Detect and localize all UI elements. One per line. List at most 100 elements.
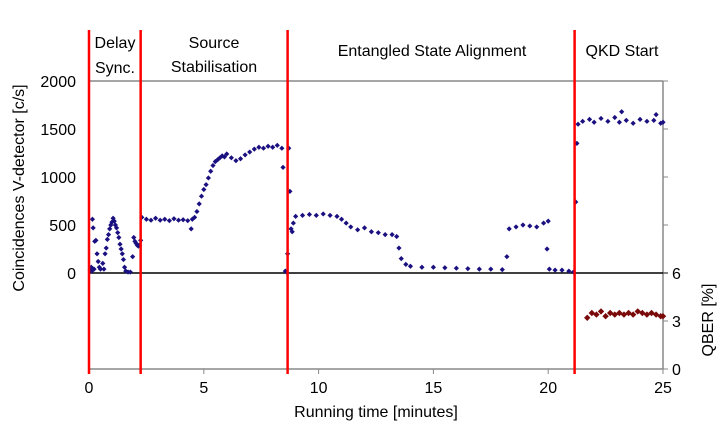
qber-point [652,311,660,318]
coincidence-point [430,264,436,270]
qber-point [643,311,651,318]
coincidence-point [210,162,216,169]
coincidence-point [575,121,581,127]
coincidence-point [338,216,345,222]
y-tick-label: 1000 [40,170,76,187]
coincidence-point [623,117,629,123]
coincidence-point [520,222,526,228]
y2-tick-label: 6 [672,266,681,283]
coincidence-point [130,254,136,260]
coincidence-point [242,152,248,158]
coincidence-point [237,156,244,162]
coincidence-point [100,260,106,266]
coincidence-point [201,186,207,193]
coincidence-point [143,216,149,222]
qber-point [584,314,591,321]
coincidence-point [476,266,482,272]
coincidence-point [419,264,425,270]
coincidence-point [203,182,209,188]
coincidence-point [598,115,604,122]
coincidence-point [194,208,200,215]
coincidence-point [270,144,276,150]
qber-point [593,311,600,318]
qber-point [597,308,605,315]
y2-tick-label: 0 [672,362,681,379]
coincidence-point [279,145,285,151]
coincidence-point [343,220,349,226]
coincidence-point [104,236,110,242]
coincidence-point [233,158,239,164]
coincidence-point [118,246,124,252]
x-tick-label: 0 [85,380,94,397]
phase-label: Delay [95,35,136,52]
coincidence-point [192,214,198,220]
coincidence-point [185,218,191,224]
coincidence-point [293,213,299,219]
coincidence-point [306,211,313,218]
coincidence-point [157,217,163,223]
coincidence-point [111,218,117,224]
coincidence-point [544,246,550,252]
coincidence-point [403,261,409,267]
coincidence-point [127,269,133,275]
coincidence-point [442,265,448,271]
x-tick-label: 15 [425,380,443,397]
coincidence-point [95,258,101,265]
coincidence-point [288,226,294,232]
coincidence-point [290,220,296,226]
coincidence-point [382,232,388,238]
phase-label: Sync. [95,60,135,77]
coincidence-point [658,120,664,126]
phase-label: Stabilisation [171,59,257,76]
coincidence-point [355,227,361,233]
coincidence-point [619,109,625,115]
x-axis-label: Running time [minutes] [294,404,458,421]
coincidence-point [488,266,494,272]
coincidence-point [334,213,340,219]
coincidence-point [152,215,159,221]
coincidence-point [541,220,547,226]
coincidence-point [94,251,100,257]
coincidence-point [546,266,552,272]
coincidence-point [630,120,636,126]
coincidence-point [320,211,326,217]
coincidence-point [527,223,533,229]
coincidence-point [513,224,519,230]
coincidence-point [107,226,113,232]
qber-point [602,313,609,320]
y-tick-label: 2000 [40,74,76,91]
coincidence-point [113,225,120,231]
coincidence-point [389,232,395,238]
coincidence-point [637,116,643,122]
coincidence-point [123,268,129,274]
coincidence-point [120,256,127,263]
coincidence-point [205,175,211,181]
coincidence-point [348,224,354,230]
coincidence-point [117,241,123,247]
coincidence-point [651,117,657,123]
coincidence-point [180,217,186,223]
y-tick-label: 0 [67,266,76,283]
y2-axis-label: QBER [%] [700,284,717,357]
qber-point [611,311,618,318]
coincidence-point [97,266,104,272]
coincidence-point [591,119,597,125]
coincidence-point [208,168,214,174]
y-tick-label: 500 [49,218,76,235]
x-tick-label: 5 [199,380,208,397]
coincidence-point [299,212,306,218]
coincidence-point [102,251,108,257]
coincidence-point [396,245,402,251]
coincidence-point [121,264,128,270]
coincidence-point [506,226,512,232]
coincidence-point [171,216,177,222]
coincidence-point [116,234,122,241]
coincidence-point [566,268,572,274]
coincidence-point [559,267,565,273]
qber-point [616,309,623,317]
coincidence-point [368,229,375,235]
coincidence-point [644,118,650,124]
coincidence-point [545,218,551,224]
coincidence-point [361,225,368,231]
qber-point [625,309,632,317]
